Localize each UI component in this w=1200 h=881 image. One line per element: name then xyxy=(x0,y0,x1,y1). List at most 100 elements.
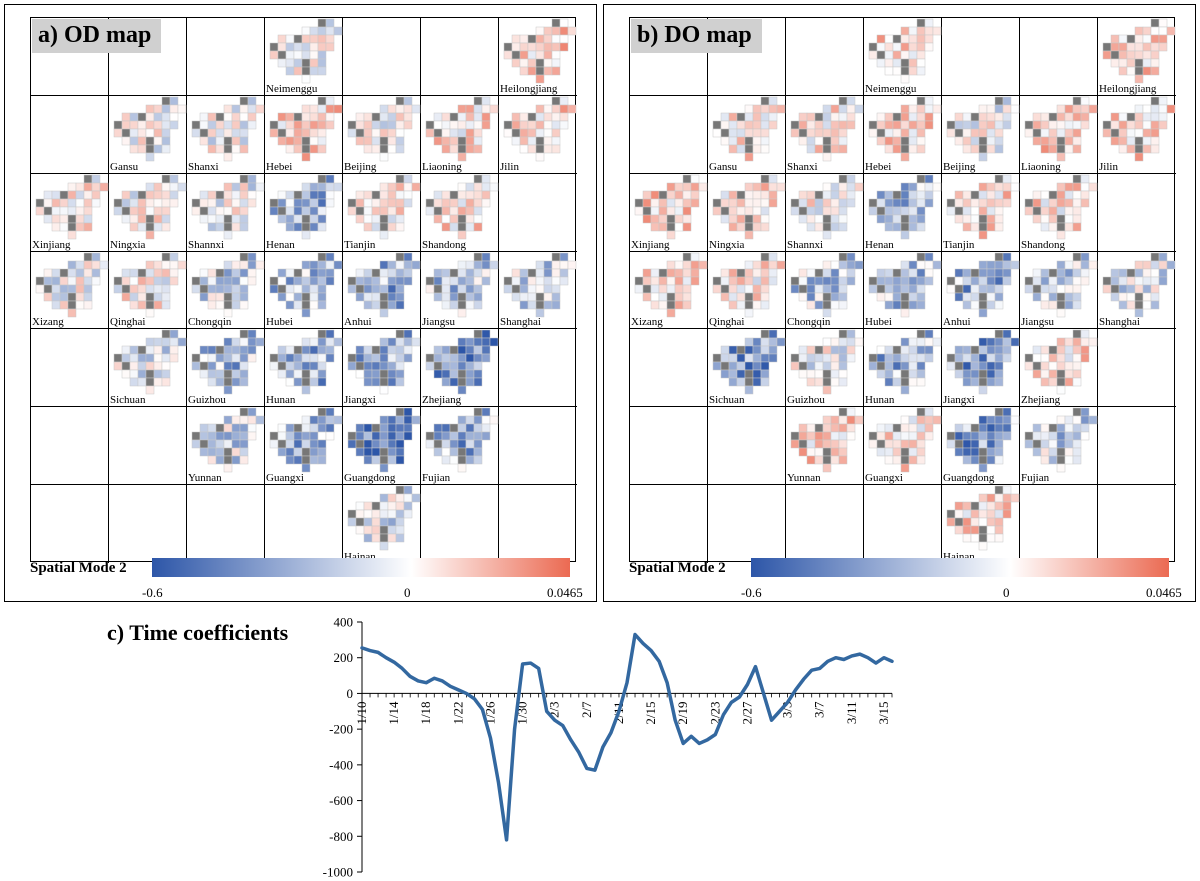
mini-map-tile xyxy=(1118,276,1128,285)
mini-map-tile xyxy=(449,354,459,363)
mini-map-tile xyxy=(239,190,249,199)
mini-map-tile xyxy=(760,378,770,387)
mini-map-tile xyxy=(838,144,848,154)
mini-map-tile xyxy=(946,198,956,207)
mini-map-tile xyxy=(285,370,295,379)
mini-map-tile xyxy=(1134,26,1144,36)
mini-map-tile xyxy=(720,292,730,301)
mini-map-tile xyxy=(309,50,319,60)
mini-map-tile xyxy=(441,432,451,441)
mini-map-tile xyxy=(199,440,209,449)
mini-map-tile xyxy=(868,354,878,363)
mini-map-tile xyxy=(239,112,249,122)
map-cell-zhejiang: Zhejiang xyxy=(421,329,499,408)
mini-map-tile xyxy=(962,190,972,199)
mini-map-tile xyxy=(293,198,303,207)
mini-map-tile xyxy=(309,26,319,36)
mini-map-tile xyxy=(153,206,163,215)
mini-map-tile xyxy=(986,456,996,465)
mini-map-tile xyxy=(457,222,467,231)
mini-map-tile xyxy=(674,300,684,309)
mini-map-tile xyxy=(215,354,225,363)
province-label: Qinghai xyxy=(709,316,745,329)
mini-map-tile xyxy=(387,456,397,465)
mini-map-tile xyxy=(838,222,848,231)
mini-map-tile xyxy=(481,120,491,130)
mini-map-tile xyxy=(473,440,483,449)
mini-map-tile xyxy=(868,440,878,449)
mini-map-tile xyxy=(736,190,746,199)
mini-map-tile xyxy=(301,58,311,68)
map-cell-heilongjiang: Heilongjiang xyxy=(499,18,577,96)
mini-map-tile xyxy=(433,112,443,122)
mini-map-tile xyxy=(457,378,467,387)
mini-map-tile xyxy=(285,58,295,68)
province-label: Sichuan xyxy=(110,394,146,407)
mini-map-tile xyxy=(519,144,529,154)
x-tick-label: 1/14 xyxy=(386,701,401,725)
x-tick-label: 2/7 xyxy=(579,701,594,718)
mini-map-tile xyxy=(846,416,856,425)
mini-map-tile xyxy=(347,440,357,449)
mini-map-tile xyxy=(301,292,311,301)
mini-map-tile xyxy=(986,198,996,207)
mini-map-tile xyxy=(403,485,413,495)
mini-map-tile xyxy=(1056,112,1066,122)
mini-map-tile xyxy=(1142,120,1152,130)
mini-map-tile xyxy=(838,182,848,191)
mini-map-tile xyxy=(317,338,327,347)
mini-map-tile xyxy=(395,284,405,293)
mini-map-tile xyxy=(395,432,405,441)
mini-map-tile xyxy=(247,330,257,339)
mini-map-tile xyxy=(317,260,327,269)
mini-map-tile xyxy=(690,174,700,183)
mini-map-tile xyxy=(970,222,980,231)
province-label: Hunan xyxy=(266,394,296,407)
mini-map-tile xyxy=(1134,276,1144,285)
mini-map-tile xyxy=(838,378,848,387)
mini-map-tile xyxy=(239,456,249,465)
province-label: Guangxi xyxy=(266,472,304,485)
y-tick-label: -400 xyxy=(329,757,353,772)
mini-map-tile xyxy=(954,198,964,207)
mini-map-tile xyxy=(457,214,467,223)
map-cell-empty xyxy=(187,485,265,563)
mini-map-tile xyxy=(317,120,327,130)
mini-map-tile xyxy=(1134,284,1144,293)
mini-map-tile xyxy=(153,182,163,191)
mini-map-tile xyxy=(363,440,373,449)
mini-map-tile xyxy=(946,440,956,449)
mini-map-tile xyxy=(363,346,373,355)
mini-map-tile xyxy=(387,378,397,387)
mini-map-tile xyxy=(231,104,241,114)
mini-map-tile xyxy=(970,284,980,293)
mini-map-tile xyxy=(83,182,93,191)
map-cell-shannxi: Shannxi xyxy=(786,173,864,252)
mini-map-tile xyxy=(954,370,964,379)
mini-map-tile xyxy=(83,276,93,285)
mini-map-tile xyxy=(768,330,778,339)
mini-map-tile xyxy=(121,276,131,285)
mini-map-tile xyxy=(1048,378,1058,387)
mini-map-tile xyxy=(129,190,139,199)
mini-map-tile xyxy=(908,120,918,130)
mini-map-tile xyxy=(465,370,475,379)
mini-map-tile xyxy=(1056,378,1066,387)
mini-map-tile xyxy=(83,222,93,231)
map-cell-tianjin: Tianjin xyxy=(343,173,421,252)
mini-map-tile xyxy=(473,354,483,363)
mini-map-tile xyxy=(846,276,856,285)
mini-map-tile xyxy=(215,440,225,449)
mini-map-tile xyxy=(728,354,738,363)
mini-map-tile xyxy=(473,206,483,215)
mini-map-tile xyxy=(161,292,171,301)
mini-map-tile xyxy=(347,362,357,371)
mini-map-tile xyxy=(293,50,303,60)
mini-map-tile xyxy=(355,268,365,277)
mini-map-tile xyxy=(822,190,832,199)
mini-map-tile xyxy=(215,378,225,387)
mini-map-tile xyxy=(1024,198,1034,207)
mini-map-tile xyxy=(970,370,980,379)
mini-map-tile xyxy=(1110,268,1120,277)
mini-map-tile xyxy=(690,252,700,261)
